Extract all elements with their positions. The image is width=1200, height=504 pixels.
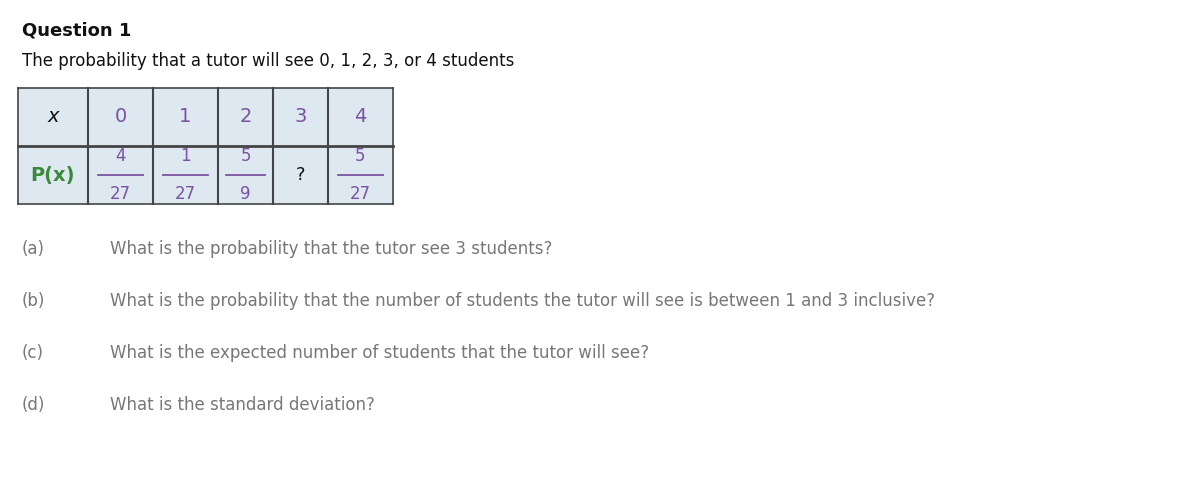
Text: 3: 3 xyxy=(294,107,307,127)
Text: What is the probability that the number of students the tutor will see is betwee: What is the probability that the number … xyxy=(110,292,935,310)
Text: What is the standard deviation?: What is the standard deviation? xyxy=(110,396,374,414)
Bar xyxy=(18,88,394,204)
Text: 0: 0 xyxy=(114,107,127,127)
Text: (c): (c) xyxy=(22,344,44,362)
Text: 27: 27 xyxy=(110,185,131,203)
Text: 27: 27 xyxy=(175,185,196,203)
Text: 1: 1 xyxy=(180,147,191,165)
Text: ?: ? xyxy=(295,166,305,184)
Text: 1: 1 xyxy=(179,107,192,127)
Text: The probability that a tutor will see 0, 1, 2, 3, or 4 students: The probability that a tutor will see 0,… xyxy=(22,52,515,70)
Text: What is the probability that the tutor see 3 students?: What is the probability that the tutor s… xyxy=(110,240,552,258)
Text: 9: 9 xyxy=(240,185,251,203)
Text: Question 1: Question 1 xyxy=(22,22,131,40)
Text: (b): (b) xyxy=(22,292,46,310)
Text: 5: 5 xyxy=(355,147,366,165)
Text: 27: 27 xyxy=(350,185,371,203)
Text: 4: 4 xyxy=(354,107,367,127)
Text: What is the expected number of students that the tutor will see?: What is the expected number of students … xyxy=(110,344,649,362)
Text: P(x): P(x) xyxy=(31,165,76,184)
Text: 5: 5 xyxy=(240,147,251,165)
Text: 2: 2 xyxy=(239,107,252,127)
Text: (a): (a) xyxy=(22,240,46,258)
Text: x: x xyxy=(47,107,59,127)
Text: (d): (d) xyxy=(22,396,46,414)
Text: 4: 4 xyxy=(115,147,126,165)
